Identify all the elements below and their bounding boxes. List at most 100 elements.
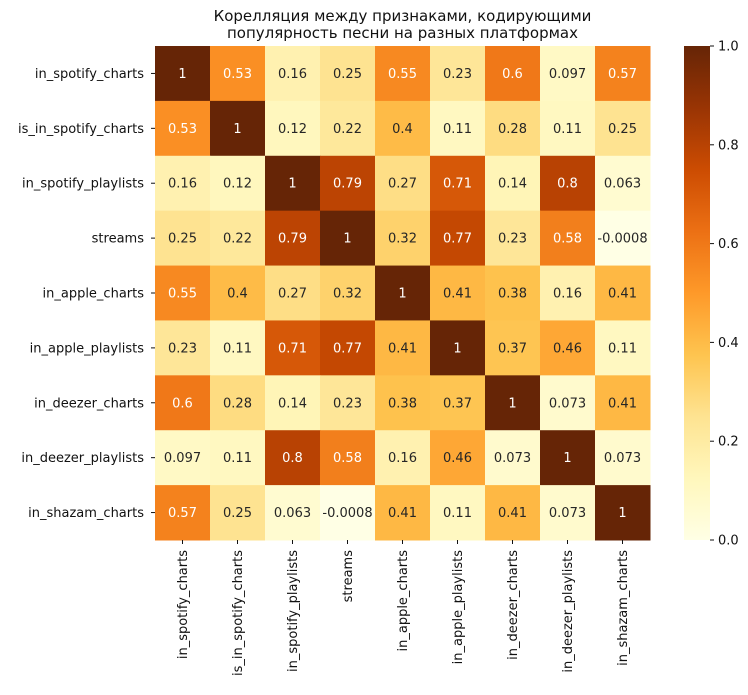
chart-title-line-1: Корелляция между признаками, кодирующими [214, 7, 592, 25]
heatmap-cell-r0-c5 [430, 46, 486, 102]
y-tick-label-in-deezer-playlists: in_deezer_playlists [21, 451, 144, 466]
x-tick-label-in-apple-charts: in_apple_charts [396, 550, 411, 652]
heatmap-cell-r6-c7 [540, 375, 596, 431]
cell-value-label-r4-c5: 0.41 [443, 287, 472, 302]
cell-value-label-r0-c4: 0.55 [388, 67, 417, 82]
heatmap-cell-r8-c3 [320, 485, 376, 541]
cell-value-label-r1-c1: 1 [233, 122, 241, 137]
cell-value-label-r6-c4: 0.38 [388, 396, 417, 411]
cell-value-label-r0-c8: 0.57 [608, 67, 637, 82]
heatmap-cell-r3-c8 [595, 210, 651, 267]
cell-value-label-r8-c8: 1 [618, 506, 626, 521]
heatmap-cell-r1-c5 [430, 100, 486, 157]
heatmap-cell-r1-c3 [320, 100, 376, 157]
heatmap-cell-r5-c0 [155, 320, 211, 376]
cell-value-label-r8-c7: 0.073 [549, 506, 586, 521]
cell-value-label-r7-c8: 0.073 [604, 451, 641, 466]
heatmap-cell-r0-c0 [155, 46, 211, 102]
heatmap-cell-r7-c2 [265, 430, 321, 486]
cell-value-label-r7-c7: 1 [563, 451, 571, 466]
heatmap-cell-r0-c2 [265, 46, 321, 102]
heatmap-cell-r3-c7 [540, 210, 596, 267]
cell-value-label-r0-c7: 0.097 [549, 67, 586, 82]
cell-value-label-r6-c2: 0.14 [278, 396, 307, 411]
heatmap-cell-r0-c3 [320, 46, 376, 102]
cell-value-label-r3-c5: 0.77 [443, 232, 472, 247]
cell-value-label-r7-c5: 0.46 [443, 451, 472, 466]
cell-value-label-r0-c6: 0.6 [502, 67, 523, 82]
heatmap-cell-r1-c6 [485, 100, 541, 157]
heatmap-cell-r3-c2 [265, 210, 321, 267]
cell-value-label-r8-c0: 0.57 [168, 506, 197, 521]
cell-value-label-r1-c7: 0.11 [553, 122, 582, 137]
heatmap-cell-r8-c4 [375, 485, 431, 541]
heatmap-cell-r6-c1 [210, 375, 266, 431]
heatmap-cell-r7-c5 [430, 430, 486, 486]
heatmap-cell-r2-c5 [430, 155, 486, 212]
cell-value-label-r1-c6: 0.28 [498, 122, 527, 137]
heatmap-cell-r1-c7 [540, 100, 596, 157]
heatmap-cell-r1-c4 [375, 100, 431, 157]
y-tick-label-in-apple-charts: in_apple_charts [43, 287, 145, 302]
chart-title-line-2: популярность песни на разных платформах [227, 24, 578, 42]
heatmap-cell-r6-c2 [265, 375, 321, 431]
cell-value-label-r6-c7: 0.073 [549, 396, 586, 411]
cell-value-label-r6-c8: 0.41 [608, 396, 637, 411]
cell-value-label-r1-c3: 0.22 [333, 122, 362, 137]
cell-value-label-r8-c3: -0.0008 [322, 506, 372, 521]
cell-value-label-r2-c3: 0.79 [333, 177, 362, 192]
heatmap-cell-r4-c0 [155, 265, 211, 321]
heatmap-cell-r7-c0 [155, 430, 211, 486]
y-tick-label-is-in-spotify-charts: is_in_spotify_charts [18, 122, 144, 137]
heatmap-cell-r4-c1 [210, 265, 266, 321]
cell-value-label-r7-c3: 0.58 [333, 451, 362, 466]
cell-value-label-r8-c4: 0.41 [388, 506, 417, 521]
heatmap-cell-r8-c0 [155, 485, 211, 541]
heatmap-cell-r1-c2 [265, 100, 321, 157]
heatmap-cell-r8-c1 [210, 485, 266, 541]
cell-value-label-r6-c3: 0.23 [333, 396, 362, 411]
cell-value-label-r7-c1: 0.11 [223, 451, 252, 466]
heatmap-cell-r7-c8 [595, 430, 651, 486]
heatmap-cell-r1-c8 [595, 100, 651, 157]
heatmap-cell-r2-c3 [320, 155, 376, 212]
x-tick-label-streams: streams [341, 550, 356, 603]
cell-value-label-r1-c8: 0.25 [608, 122, 637, 137]
cell-value-label-r4-c1: 0.4 [227, 287, 248, 302]
cell-value-label-r6-c5: 0.37 [443, 396, 472, 411]
x-axis-tick-labels: in_spotify_charts is_in_spotify_charts in_… [176, 540, 631, 676]
cell-value-label-r3-c1: 0.22 [223, 232, 252, 247]
heatmap-cell-r3-c4 [375, 210, 431, 267]
heatmap-cell-r0-c7 [540, 46, 596, 102]
cell-value-label-r4-c0: 0.55 [168, 287, 197, 302]
cell-value-label-r0-c1: 0.53 [223, 67, 252, 82]
cell-value-label-r8-c6: 0.41 [498, 506, 527, 521]
heatmap-cell-r5-c3 [320, 320, 376, 376]
cell-value-label-r2-c0: 0.16 [168, 177, 197, 192]
cell-value-label-r3-c7: 0.58 [553, 232, 582, 247]
x-tick-label-in-shazam-charts: in_shazam_charts [616, 550, 631, 666]
heatmap-cell-r3-c5 [430, 210, 486, 267]
heatmap-cell-r6-c0 [155, 375, 211, 431]
cell-value-label-r4-c4: 1 [398, 287, 406, 302]
heatmap-cell-r5-c4 [375, 320, 431, 376]
heatmap-cell-r7-c4 [375, 430, 431, 486]
cell-value-label-r7-c0: 0.097 [164, 451, 201, 466]
cell-value-label-r5-c1: 0.11 [223, 341, 252, 356]
cell-value-label-r5-c5: 1 [453, 341, 461, 356]
heatmap-cell-r4-c4 [375, 265, 431, 321]
colorbar-tick-label: 0.0 [718, 534, 739, 549]
heatmap-cell-r0-c1 [210, 46, 266, 102]
heatmap-cell-r7-c7 [540, 430, 596, 486]
cell-value-label-r2-c8: 0.063 [604, 177, 641, 192]
cell-value-label-r8-c1: 0.25 [223, 506, 252, 521]
heatmap-cell-r6-c3 [320, 375, 376, 431]
heatmap-cell-r7-c6 [485, 430, 541, 486]
cell-value-label-r5-c0: 0.23 [168, 341, 197, 356]
heatmap-cell-r5-c2 [265, 320, 321, 376]
heatmap-cell-r2-c0 [155, 155, 211, 212]
heatmap-cell-r5-c1 [210, 320, 266, 376]
cell-value-label-r5-c6: 0.37 [498, 341, 527, 356]
heatmap-cell-r0-c6 [485, 46, 541, 102]
cell-value-label-r6-c6: 1 [508, 396, 516, 411]
